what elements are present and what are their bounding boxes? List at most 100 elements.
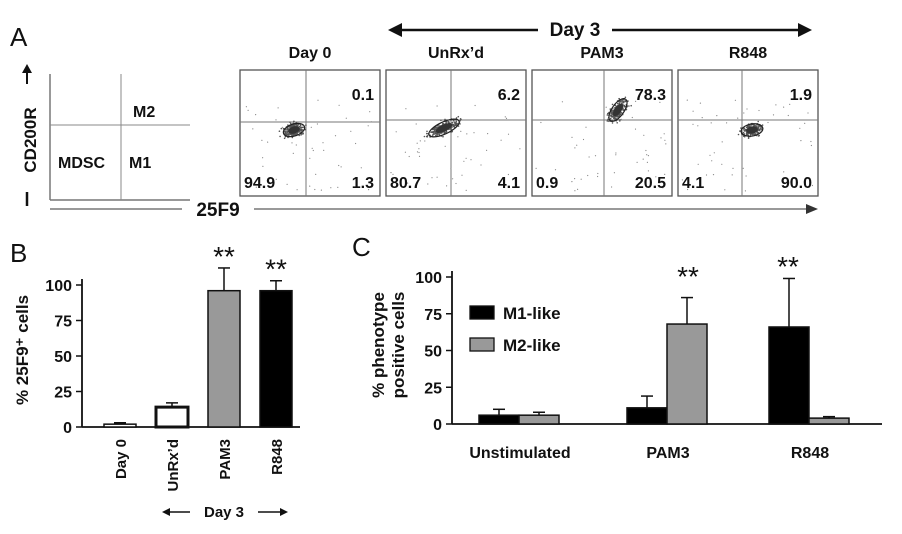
- flow-event: [459, 118, 462, 120]
- flow-event: [284, 132, 287, 135]
- panel-b-bar: [103, 423, 137, 428]
- flow-event-sparse: [507, 173, 509, 176]
- flow-event-sparse: [783, 171, 785, 173]
- flow-event-sparse: [395, 131, 397, 133]
- flow-event: [750, 133, 752, 135]
- panel-c-y-tick-label: 0: [433, 417, 442, 434]
- flow-event: [611, 116, 613, 118]
- flow-event-sparse: [646, 161, 649, 163]
- flow-event: [300, 134, 302, 136]
- flow-event: [606, 120, 609, 122]
- flow-event-sparse: [574, 178, 576, 180]
- flow-event-sparse: [309, 185, 311, 187]
- flow-event-sparse: [701, 117, 703, 119]
- flow-event-sparse: [588, 156, 590, 158]
- panel-c-y-axis-label-line2: positive cells: [389, 292, 408, 399]
- panel-b-y-tick-label: 50: [54, 349, 72, 366]
- quadrant-mdsc-label: MDSC: [58, 155, 106, 172]
- flow-event-sparse: [291, 142, 293, 144]
- panel-c-y-tick-label: 25: [424, 380, 442, 397]
- flow-event-sparse: [587, 174, 589, 177]
- flow-plot-lr-value: 90.0: [781, 175, 812, 192]
- flow-event-sparse: [322, 142, 324, 144]
- flow-event-sparse: [615, 154, 617, 156]
- flow-event: [743, 133, 746, 135]
- flow-event-sparse: [665, 143, 667, 145]
- flow-event: [745, 126, 748, 129]
- flow-event-sparse: [340, 166, 342, 168]
- flow-event-sparse: [692, 110, 694, 112]
- flow-event-sparse: [646, 154, 648, 156]
- flow-event-sparse: [613, 172, 616, 174]
- flow-event: [622, 100, 624, 103]
- flow-event-sparse: [350, 130, 352, 132]
- flow-event-sparse: [681, 179, 684, 181]
- quadrant-m1-label: M1: [129, 155, 151, 172]
- flow-event-sparse: [505, 117, 508, 119]
- flow-event-sparse: [355, 142, 357, 145]
- flow-event: [432, 128, 435, 131]
- flow-event: [459, 119, 461, 122]
- flow-event: [619, 100, 622, 103]
- flow-event-sparse: [446, 185, 448, 187]
- flow-plot-ll-value: 0.9: [536, 175, 558, 192]
- flow-event-sparse: [500, 139, 502, 141]
- flow-event-sparse: [457, 136, 459, 138]
- flow-event: [606, 114, 609, 116]
- flow-event-sparse: [710, 122, 712, 124]
- flow-event-sparse: [620, 118, 622, 120]
- flow-event-sparse: [416, 151, 419, 153]
- flow-event: [760, 126, 762, 128]
- flow-event-sparse: [461, 174, 463, 176]
- flow-event-sparse: [597, 172, 599, 175]
- flow-event: [288, 126, 291, 128]
- flow-event-sparse: [473, 132, 475, 134]
- flow-event: [454, 122, 457, 124]
- panel-c-bar: [518, 414, 560, 425]
- flow-event: [293, 120, 295, 123]
- flow-event: [305, 124, 307, 126]
- flow-event-sparse: [561, 101, 564, 103]
- flow-density-contour: [740, 123, 764, 137]
- panel-b-y-axis-label: % 25F9⁺ cells: [13, 295, 32, 405]
- panel-b-significance: **: [265, 254, 287, 285]
- flow-density-contour: [428, 118, 460, 138]
- flow-event-sparse: [724, 189, 726, 191]
- flow-density-contour: [282, 122, 306, 138]
- flow-event: [297, 125, 299, 127]
- flow-event: [435, 134, 437, 137]
- flow-event: [757, 128, 760, 130]
- flow-event-sparse: [255, 186, 257, 188]
- flow-event-sparse: [334, 135, 337, 137]
- flow-event: [455, 124, 458, 126]
- panel-b-bar: [154, 405, 190, 429]
- flow-event: [285, 131, 288, 133]
- panel-b-category-label: Day 0: [113, 439, 130, 479]
- flow-plot-frame: [239, 69, 381, 197]
- panel-b-day3-right-head: [280, 508, 288, 516]
- panel-a-label: A: [10, 22, 28, 52]
- flow-plot: UnRx’d 6.2 80.7 4.1: [385, 45, 527, 197]
- flow-event-sparse: [635, 100, 637, 102]
- flow-plot-title: UnRx’d: [428, 45, 484, 62]
- panel-b-category-label: UnRx’d: [165, 439, 182, 492]
- flow-event-sparse: [697, 163, 699, 165]
- flow-event: [287, 133, 290, 135]
- flow-plot-title: PAM3: [580, 45, 623, 62]
- flow-event-sparse: [631, 116, 633, 119]
- panel-c-label: C: [352, 232, 371, 262]
- flow-event-sparse: [783, 106, 785, 108]
- flow-event-sparse: [418, 151, 420, 154]
- flow-event-sparse: [687, 188, 689, 191]
- flow-event-sparse: [697, 125, 699, 127]
- panel-c-category-label: PAM3: [646, 445, 689, 462]
- flow-event: [300, 130, 303, 132]
- flow-event-sparse: [465, 189, 467, 191]
- quadrant-m2-label: M2: [133, 104, 155, 121]
- flow-event: [618, 114, 620, 117]
- flow-event: [286, 127, 289, 130]
- flow-event-sparse: [370, 121, 372, 123]
- flow-event: [623, 104, 626, 107]
- flow-event: [616, 115, 619, 118]
